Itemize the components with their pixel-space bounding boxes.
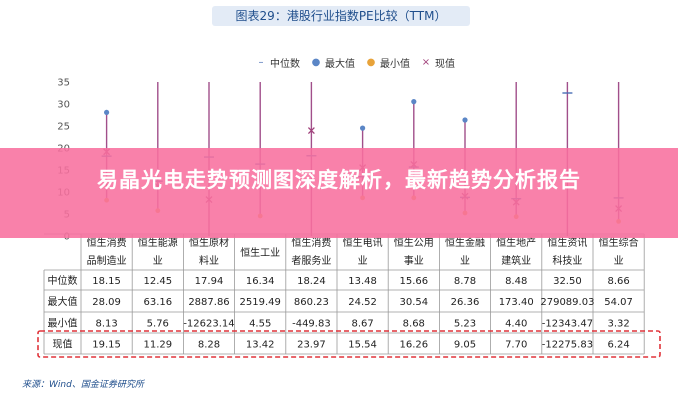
table-value-cell: 16.26: [399, 340, 428, 351]
legend-max-label: 最大值: [325, 58, 355, 70]
table-header-cell: 恒生资讯: [547, 236, 587, 249]
table-value-cell: 5.76: [147, 319, 169, 330]
table-value-cell: -12343.47: [542, 319, 593, 330]
table-header-cell: 事业: [404, 254, 424, 267]
table-value-cell: 8.68: [403, 319, 425, 330]
table-header-cell: 建筑业: [501, 254, 531, 267]
table-header-cell: 品制造业: [87, 254, 127, 267]
table-value-cell: 2519.49: [240, 297, 281, 308]
table-value-cell: 19.15: [92, 340, 121, 351]
table-value-cell: 8.67: [351, 319, 373, 330]
current-row-highlight: [37, 330, 661, 358]
table-value-cell: 12.45: [143, 276, 172, 287]
table-header-cell: 者服务业: [291, 254, 331, 267]
table-value-cell: 18.24: [297, 276, 326, 287]
legend-item-current: × 现值: [420, 55, 455, 70]
table-value-cell: 279089.03: [540, 297, 594, 308]
max-point: [462, 117, 468, 123]
table-value-cell: 18.15: [92, 276, 121, 287]
table-header-cell: 科技业: [552, 254, 582, 267]
table-value-cell: 3.32: [607, 319, 629, 330]
table-value-cell: 5.23: [454, 319, 476, 330]
chart-title: 图表29：港股行业指数PE比较（TTM）: [235, 9, 447, 23]
table-row-label: 最大值: [48, 295, 78, 308]
legend-min-marker: ●: [366, 56, 376, 68]
table-value-cell: 173.40: [499, 297, 534, 308]
table-value-cell: -12623.14: [183, 319, 234, 330]
table-value-cell: 8.78: [454, 276, 476, 287]
y-tick-label: 25: [57, 122, 70, 133]
table-value-cell: 7.70: [505, 340, 527, 351]
table-header-cell: 业: [358, 255, 368, 267]
table-row-label: 现值: [53, 338, 73, 351]
table-value-cell: 15.66: [399, 276, 428, 287]
table-header-cell: 恒生金融: [445, 236, 485, 249]
table-value-cell: 26.36: [451, 297, 480, 308]
table-header-cell: 恒生消费: [87, 236, 127, 249]
legend-item-min: ● 最小值: [365, 55, 410, 70]
legend-item-max: ● 最大值: [310, 55, 355, 70]
headline-text: 易晶光电走势预测图深度解析，最新趋势分析报告: [97, 168, 581, 192]
table-value-cell: 28.09: [92, 297, 121, 308]
legend-median-marker: –: [258, 56, 264, 68]
table-value-cell: 63.16: [143, 297, 172, 308]
table-header-cell: 恒生综合: [599, 236, 639, 249]
table-header-cell: 恒生电讯: [343, 236, 383, 249]
table-header-cell: 恒生能源: [138, 236, 178, 249]
table-header-cell: 恒生工业: [240, 246, 280, 259]
table-value-cell: 13.48: [348, 276, 377, 287]
table-value-cell: 4.55: [249, 319, 271, 330]
legend-min-label: 最小值: [380, 58, 410, 70]
table-value-cell: 6.24: [607, 340, 629, 351]
table-header-cell: 料业: [199, 254, 219, 267]
table-value-cell: 8.66: [607, 276, 629, 287]
table-header-cell: 恒生原材: [189, 236, 229, 249]
table-row-label: 最小值: [48, 317, 78, 330]
table-value-cell: 8.48: [505, 276, 527, 287]
table-header-cell: 业: [153, 255, 163, 267]
legend-current-label: 现值: [435, 58, 455, 70]
table-header-cell: 业: [460, 255, 470, 267]
legend-current-marker: ×: [421, 56, 431, 68]
legend-max-marker: ●: [311, 56, 321, 68]
table-value-cell: -449.83: [292, 319, 331, 330]
table-value-cell: -12275.83: [542, 340, 593, 351]
source-note: 来源：Wind、国金证券研究所: [22, 380, 144, 390]
table-value-cell: 16.34: [246, 276, 275, 287]
table-value-cell: 17.94: [195, 276, 224, 287]
legend-median-label: 中位数: [270, 58, 300, 70]
headline-banner: [0, 148, 678, 238]
table-value-cell: 15.54: [348, 340, 377, 351]
legend-item-median: – 中位数: [255, 55, 301, 70]
table-value-cell: 8.13: [95, 319, 117, 330]
table-value-cell: 9.05: [454, 340, 476, 351]
table-value-cell: 32.50: [553, 276, 582, 287]
table-header-cell: 业: [614, 255, 624, 267]
table-value-cell: 4.40: [505, 319, 527, 330]
y-tick-label: 30: [57, 100, 70, 111]
y-tick-label: 35: [57, 78, 70, 89]
table-value-cell: 30.54: [399, 297, 428, 308]
table-value-cell: 54.07: [604, 297, 633, 308]
chart-title-box: 图表29：港股行业指数PE比较（TTM）: [212, 6, 470, 26]
table-value-cell: 11.29: [143, 340, 172, 351]
table-header-cell: 恒生地产: [496, 236, 536, 249]
table-value-cell: 13.42: [246, 340, 275, 351]
table-header-cell: 恒生消费: [291, 236, 331, 249]
table-value-cell: 860.23: [294, 297, 329, 308]
table-row-label: 中位数: [48, 274, 78, 287]
chart-legend: – 中位数 ● 最大值 ● 最小值 × 现值: [255, 54, 456, 70]
current-value-point: [307, 127, 315, 134]
table-value-cell: 2887.86: [188, 297, 229, 308]
max-point: [411, 99, 417, 105]
table-header-cell: 恒生公用: [394, 236, 434, 249]
table-value-cell: 8.28: [198, 340, 220, 351]
table-value-cell: 24.52: [348, 297, 377, 308]
table-value-cell: 23.97: [297, 340, 326, 351]
max-point: [360, 125, 366, 131]
max-point: [104, 109, 110, 116]
